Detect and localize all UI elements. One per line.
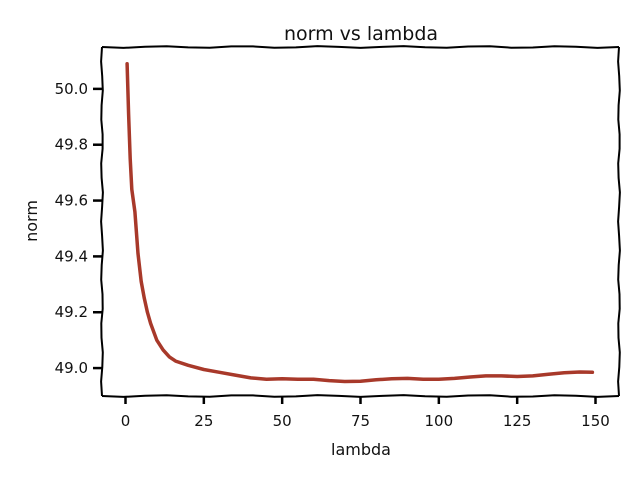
y-tick-label: 50.0	[55, 80, 88, 98]
y-tick-label: 49.6	[55, 192, 88, 210]
plot-frame-top	[101, 45, 620, 49]
series-layer	[125, 62, 595, 384]
plot-frame-left	[100, 46, 104, 397]
x-axis-ticks: 0 25 50 75 100 125 150	[121, 396, 610, 430]
y-tick-label: 49.2	[55, 303, 88, 321]
y-tick-label: 49.4	[55, 247, 88, 265]
x-axis-label: lambda	[331, 440, 391, 459]
y-axis-ticks: 49.0 49.2 49.4 49.6 49.8 50.0	[55, 80, 102, 377]
x-tick-label: 0	[121, 412, 131, 430]
x-tick-label: 100	[425, 412, 454, 430]
x-tick-label: 25	[194, 412, 213, 430]
x-tick-label: 125	[503, 412, 532, 430]
y-tick-label: 49.0	[55, 359, 88, 377]
chart-title: norm vs lambda	[284, 23, 438, 45]
x-tick-label: 50	[273, 412, 292, 430]
plot-frame-right	[617, 46, 621, 397]
y-tick-label: 49.8	[55, 136, 88, 154]
x-tick-label: 150	[581, 412, 610, 430]
series-line-0	[125, 62, 595, 384]
y-axis-label: norm	[22, 200, 41, 242]
x-tick-label: 75	[351, 412, 370, 430]
